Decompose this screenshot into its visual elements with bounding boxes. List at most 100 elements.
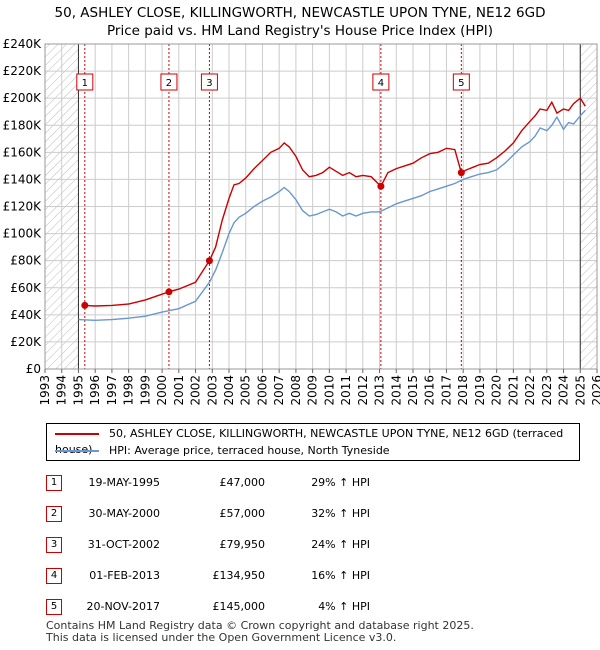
sale-date: 30-MAY-2000 [88,507,160,520]
x-tick-label: 1999 [138,375,152,406]
y-tick-label: £180K [3,118,43,132]
sale-row: 1 19-MAY-1995 £47,000 29% ↑ HPI [0,473,600,493]
x-tick-label: 2025 [573,375,587,406]
chart-title-line2: Price paid vs. HM Land Registry's House … [107,23,493,39]
x-tick-label: 2010 [322,375,336,406]
x-tick-label: 2018 [456,375,470,406]
sale-number-badge: 3 [46,537,62,553]
sale-row: 3 31-OCT-2002 £79,950 24% ↑ HPI [0,535,600,555]
sale-number-badge: 1 [46,475,62,491]
y-tick-label: £200K [3,91,43,105]
sale-date: 19-MAY-1995 [88,476,160,489]
sale-point [81,301,89,309]
x-tick-label: 2011 [339,375,353,406]
legend-swatch-blue [55,450,99,452]
x-tick-label: 2001 [172,375,186,406]
sale-number-badge: 4 [46,568,62,584]
sale-row: 5 20-NOV-2017 £145,000 4% ↑ HPI [0,597,600,617]
y-tick-label: £220K [3,64,43,78]
sale-hpi-diff: 29% ↑ HPI [311,476,370,489]
x-tick-label: 1993 [38,375,52,406]
x-tick-label: 2004 [222,375,236,406]
x-tick-label: 1995 [71,375,85,406]
footer: Contains HM Land Registry data © Crown c… [46,620,474,644]
footer-copyright: Contains HM Land Registry data © Crown c… [46,619,474,632]
footer-license: This data is licensed under the Open Gov… [46,631,397,644]
x-tick-label: 2007 [272,375,286,406]
y-tick-label: £140K [3,172,43,186]
legend-swatch-red [55,433,99,435]
x-tick-label: 2024 [557,375,571,406]
sale-marker-box [76,73,94,91]
y-tick-label: £120K [3,200,43,214]
sale-price: £57,000 [219,507,266,520]
legend: 50, ASHLEY CLOSE, KILLINGWORTH, NEWCASTL… [46,423,580,461]
legend-label-hpi: HPI: Average price, terraced house, Nort… [109,444,390,457]
y-tick-label: £0 [26,362,41,376]
legend-label-property: 50, ASHLEY CLOSE, KILLINGWORTH, NEWCASTL… [55,427,564,456]
sale-date: 01-FEB-2013 [89,569,160,582]
sale-price: £145,000 [212,600,266,613]
x-tick-label: 1994 [55,375,69,406]
sale-number-badge: 5 [46,599,62,615]
x-tick-label: 2015 [406,375,420,406]
x-tick-label: 1997 [105,375,119,406]
sale-hpi-diff: 24% ↑ HPI [311,538,370,551]
sale-point [377,182,385,190]
x-tick-label: 2014 [389,375,403,406]
x-tick-label: 2021 [506,375,520,406]
sale-price: £47,000 [219,476,266,489]
x-tick-label: 2002 [189,375,203,406]
sale-point [165,288,173,296]
sale-marker-box [200,73,218,91]
price-chart: 1 2 3 4 5 £0 £20K £40K £60K £80K £100K £120K £140K £1… [3,37,600,406]
sale-marker-label: 5 [458,78,464,89]
series-line-hpi [78,109,586,322]
sale-hpi-diff: 32% ↑ HPI [311,507,370,520]
sale-marker-label: 3 [206,78,212,89]
series-line-property [84,97,586,307]
sale-number-badge: 2 [46,506,62,522]
x-tick-label: 1996 [88,375,102,406]
chart-title-line1: 50, ASHLEY CLOSE, KILLINGWORTH, NEWCASTL… [54,5,546,21]
sale-point [205,257,213,265]
x-tick-label: 2019 [473,375,487,406]
sale-marker-box [160,73,178,91]
sale-price: £134,950 [212,569,266,582]
y-tick-label: £40K [10,308,42,322]
sale-point [457,169,465,177]
sale-marker-label: 4 [378,78,384,89]
y-tick-label: £80K [10,254,42,268]
y-tick-label: £100K [3,227,43,241]
chart-title: 50, ASHLEY CLOSE, KILLINGWORTH, NEWCASTL… [0,4,600,40]
legend-item-property: 50, ASHLEY CLOSE, KILLINGWORTH, NEWCASTL… [55,426,579,456]
sale-hpi-diff: 16% ↑ HPI [311,569,370,582]
sale-hpi-diff: 4% ↑ HPI [318,600,370,613]
x-tick-label: 2016 [423,375,437,406]
x-tick-label: 2012 [356,375,370,406]
x-tick-label: 2020 [490,375,504,406]
legend-item-hpi: HPI: Average price, terraced house, Nort… [55,443,390,459]
sale-marker-box [452,73,470,91]
y-tick-label: £20K [10,335,42,349]
sale-date: 31-OCT-2002 [87,538,160,551]
x-tick-label: 2006 [255,375,269,406]
sale-marker-box [372,73,390,91]
sale-date: 20-NOV-2017 [86,600,160,613]
x-tick-label: 2017 [439,375,453,406]
x-tick-label: 2022 [523,375,537,406]
sale-row: 4 01-FEB-2013 £134,950 16% ↑ HPI [0,566,600,586]
y-tick-label: £240K [3,37,43,51]
x-tick-label: 2009 [306,375,320,406]
sale-marker-label: 1 [82,78,88,89]
x-tick-label: 2023 [540,375,554,406]
plot-frame [44,43,598,370]
sale-marker-label: 2 [166,78,172,89]
sale-row: 2 30-MAY-2000 £57,000 32% ↑ HPI [0,504,600,524]
x-tick-label: 2005 [239,375,253,406]
x-tick-label: 1998 [122,375,136,406]
y-tick-label: £60K [10,281,42,295]
y-tick-label: £160K [3,145,43,159]
x-tick-label: 2026 [590,375,600,406]
sale-price: £79,950 [219,538,266,551]
